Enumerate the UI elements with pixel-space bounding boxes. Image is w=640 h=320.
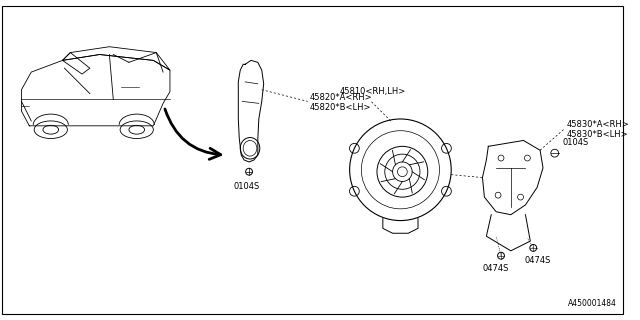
Text: 0474S: 0474S [525, 256, 551, 265]
Text: 0104S: 0104S [563, 138, 589, 147]
Text: 0104S: 0104S [234, 182, 260, 191]
Text: 45820*A<RH>: 45820*A<RH> [310, 93, 372, 102]
Text: A450001484: A450001484 [568, 300, 617, 308]
Text: 45830*B<LH>: 45830*B<LH> [566, 130, 628, 139]
Text: 0474S: 0474S [483, 264, 509, 273]
Text: 45820*B<LH>: 45820*B<LH> [310, 103, 371, 112]
FancyArrowPatch shape [165, 109, 221, 159]
Text: 45830*A<RH>: 45830*A<RH> [566, 120, 629, 129]
Text: 45810<RH,LH>: 45810<RH,LH> [340, 86, 406, 96]
